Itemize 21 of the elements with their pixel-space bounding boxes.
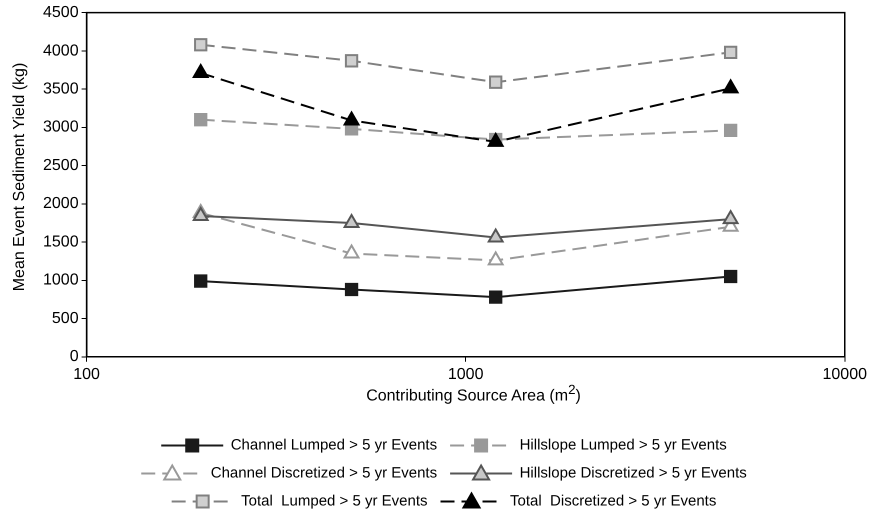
x-tick-label: 1000 — [448, 366, 484, 383]
legend-label: Total Lumped > 5 yr Events — [241, 492, 428, 510]
x-tick-label: 10000 — [822, 366, 868, 383]
legend-label: Hillslope Discretized > 5 yr Events — [520, 464, 747, 482]
legend-label: Total Discretized > 5 yr Events — [510, 492, 716, 510]
legend-label: Hillslope Lumped > 5 yr Events — [520, 436, 727, 454]
y-tick-label: 3000 — [43, 118, 79, 136]
legend-label: Channel Lumped > 5 yr Events — [230, 436, 438, 454]
legend-label: Channel Discretized > 5 yr Events — [210, 464, 438, 482]
y-tick-label: 3500 — [43, 80, 79, 98]
y-tick-label: 4000 — [43, 42, 79, 60]
y-tick-label: 500 — [52, 310, 79, 327]
y-tick-label: 4500 — [43, 4, 79, 22]
y-tick-label: 2500 — [43, 156, 79, 174]
y-tick-label: 2000 — [43, 195, 79, 212]
x-axis-title: Contributing Source Area (m$^{2}$) — [365, 382, 582, 406]
y-tick-label: 0 — [70, 348, 79, 366]
y-tick-label: 1000 — [43, 272, 79, 289]
x-tick-label: 100 — [73, 366, 100, 383]
y-tick-label: 1500 — [43, 233, 79, 250]
y-axis-title: Mean Event Sediment Yield (kg) — [11, 62, 29, 294]
